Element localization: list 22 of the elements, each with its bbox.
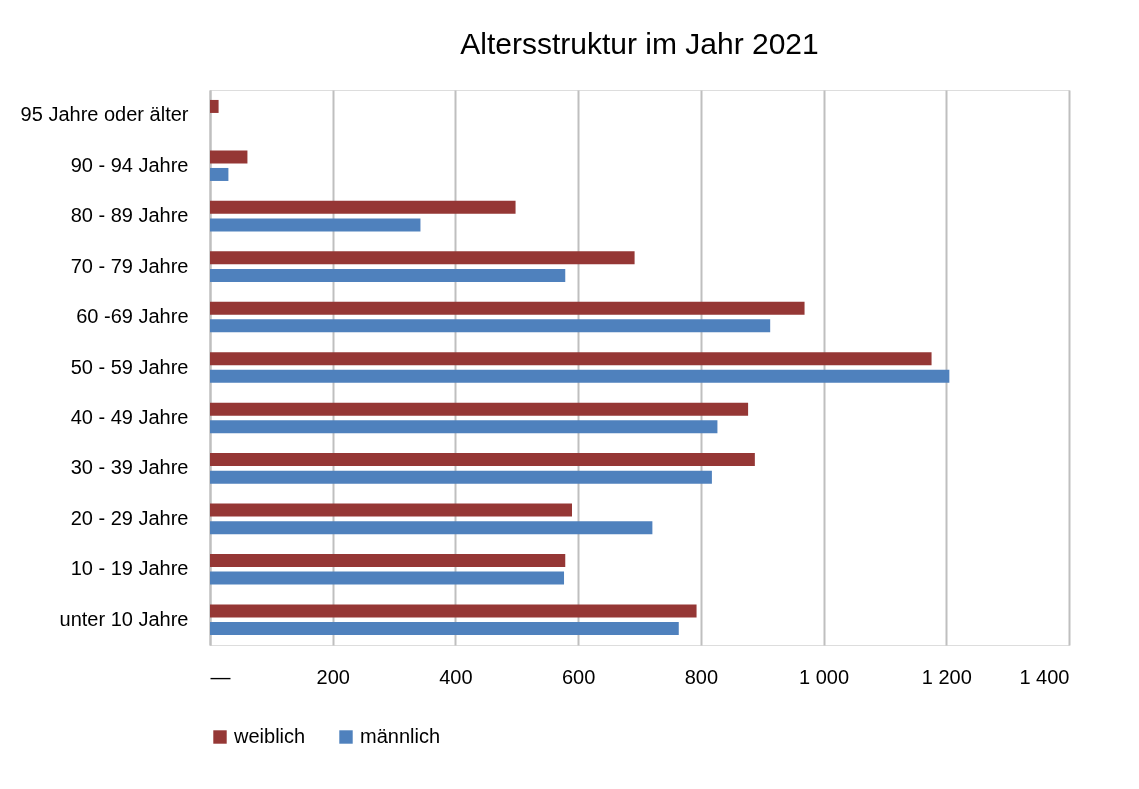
y-tick-label: 40 - 49 Jahre <box>70 405 189 428</box>
y-tick-label: 60 -69 Jahre <box>76 305 189 328</box>
x-tick-label: 1 000 <box>799 665 850 688</box>
y-tick-label: unter 10 Jahre <box>59 607 189 630</box>
x-tick-label: 1 200 <box>921 665 972 688</box>
x-tick-label: 600 <box>561 665 596 688</box>
y-tick-label: 90 - 94 Jahre <box>70 153 189 176</box>
y-tick-label: 10 - 19 Jahre <box>70 557 189 580</box>
chart-title: Altersstruktur im Jahr 2021 <box>460 27 819 60</box>
x-tick-label: 400 <box>439 665 473 688</box>
x-tick-label: 1 400 <box>1019 665 1070 688</box>
legend-label: männlich <box>360 725 441 747</box>
y-tick-label: 50 - 59 Jahre <box>70 355 189 378</box>
y-tick-label: 95 Jahre oder älter <box>20 103 189 126</box>
x-tick-label: 200 <box>316 665 350 688</box>
x-tick-label: 800 <box>684 665 719 688</box>
legend-label: weiblich <box>233 725 306 747</box>
y-tick-label: 80 - 89 Jahre <box>70 204 189 227</box>
y-tick-label: 70 - 79 Jahre <box>70 254 189 277</box>
x-tick-label: — <box>210 665 231 688</box>
y-tick-label: 30 - 39 Jahre <box>70 456 189 479</box>
y-tick-label: 20 - 29 Jahre <box>70 506 189 529</box>
